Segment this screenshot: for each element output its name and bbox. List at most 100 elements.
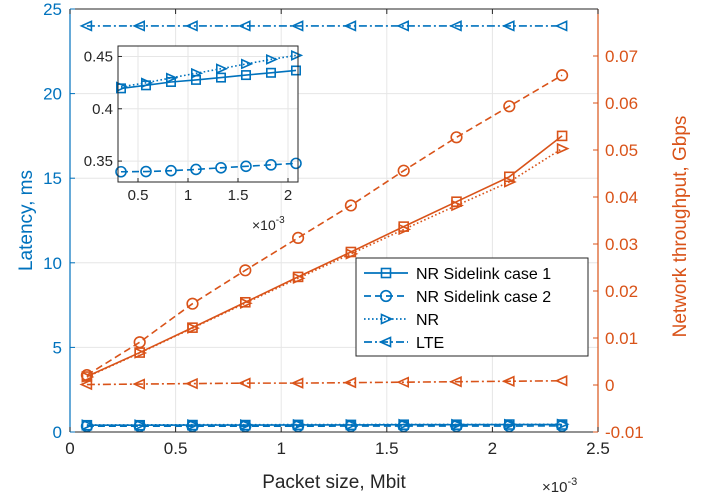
data-point: [81, 371, 95, 383]
legend-marker: [379, 289, 393, 303]
inset-data-point: [215, 161, 227, 174]
legend-entry: LTE: [364, 335, 444, 352]
main-plot-area: [79, 20, 570, 433]
y-left-tick-label: 5: [53, 338, 62, 357]
data-point: [556, 130, 568, 142]
data-point: [290, 377, 304, 389]
inset-x-tick-label: 1.5: [228, 187, 249, 204]
series-left-1: [80, 419, 569, 433]
data-point: [398, 418, 412, 431]
inset-series-1: [116, 65, 301, 94]
x-multiplier: ×10: [542, 479, 567, 496]
data-point: [186, 297, 199, 310]
legend-entry: NR Sidelink case 2: [364, 289, 551, 306]
data-point: [345, 418, 359, 431]
data-point: [292, 418, 306, 431]
inset-x-tick-label: 0.5: [128, 187, 149, 204]
series-line: [86, 379, 563, 386]
data-point: [132, 378, 145, 390]
x-tick-label: 2: [488, 439, 497, 458]
y-left-tick-label: 25: [43, 0, 62, 19]
y-left-tick-label: 15: [43, 169, 62, 188]
x-tick-label: 2.5: [586, 439, 610, 458]
data-point: [554, 20, 568, 32]
data-point: [134, 419, 148, 431]
y-right-tick-label: 0.02: [605, 282, 638, 301]
data-point: [398, 223, 412, 236]
y-left-tick-label: 10: [43, 254, 62, 273]
inset-data-point: [166, 76, 177, 87]
data-point: [132, 20, 145, 32]
y-left-tick-label: 20: [43, 85, 62, 104]
y-right-tick-label: 0.04: [605, 188, 638, 207]
inset-data-point: [265, 67, 276, 78]
data-point: [343, 376, 357, 389]
legend-marker: [380, 313, 394, 325]
inset-data-point: [265, 159, 277, 171]
data-point: [344, 199, 357, 212]
legend-entry: NR: [364, 312, 439, 329]
inset-data-point: [115, 165, 127, 178]
inset-data-point: [290, 65, 301, 76]
data-point: [396, 20, 409, 32]
data-point: [81, 419, 95, 431]
inset-data-point: [140, 165, 152, 178]
x-exponent: -3: [567, 476, 577, 488]
inset-data-point: [141, 80, 152, 91]
y-right-tick-label: 0: [605, 376, 614, 395]
inset-data-point: [290, 157, 302, 170]
inset-data-point: [116, 83, 127, 94]
data-point: [239, 418, 253, 431]
inset-x-exponent: -3: [276, 215, 285, 226]
inset-x-multiplier: ×10: [252, 217, 276, 233]
x-tick-label: 0: [65, 439, 74, 458]
x-tick-label: 1.5: [375, 439, 399, 458]
data-point: [450, 131, 463, 144]
data-point: [185, 377, 198, 390]
legend: NR Sidelink case 1 NR Sidelink case 2 NR LT…: [355, 257, 589, 357]
series-line: [86, 423, 563, 426]
series-right-5: [80, 69, 569, 382]
inset-y-tick-label: 0.4: [92, 101, 113, 118]
legend-entry: NR Sidelink case 1: [364, 266, 551, 283]
inset-data-point: [190, 163, 202, 176]
inset-data-point: [216, 63, 229, 75]
series-left-2: [81, 418, 570, 431]
series-line: [86, 423, 563, 427]
x-tick-label: 1: [276, 439, 285, 458]
data-point: [345, 248, 359, 260]
inset-data-point: [265, 53, 279, 65]
data-point: [79, 378, 93, 391]
data-point: [503, 100, 516, 113]
inset-data-point: [290, 49, 304, 61]
legend-label: NR Sidelink case 2: [416, 289, 551, 306]
series-right-7: [79, 375, 568, 391]
data-point: [239, 297, 253, 309]
y-right-tick-label: 0.01: [605, 329, 638, 348]
legend-label: NR Sidelink case 1: [416, 266, 551, 283]
legend-marker: [380, 267, 392, 279]
data-point: [291, 231, 305, 244]
legend-label: LTE: [416, 335, 444, 352]
y-right-tick-label: -0.01: [605, 423, 644, 442]
data-point: [343, 20, 357, 32]
data-point: [555, 69, 569, 82]
x-exponent-label: ×10-3: [542, 476, 577, 496]
data-point: [397, 164, 410, 177]
series-line: [86, 135, 563, 378]
data-point: [187, 322, 200, 334]
y-right-tick-label: 0.07: [605, 47, 638, 66]
inset-y-tick-label: 0.45: [84, 48, 113, 65]
y-right-axis-label: Network throughput, Gbps: [670, 116, 691, 338]
data-point: [187, 418, 200, 431]
inset-data-point: [191, 74, 202, 85]
data-point: [396, 376, 409, 388]
x-axis-label: Packet size, Mbit: [262, 472, 406, 493]
inset-series-line: [120, 162, 297, 173]
inset-x-exponent-label: ×10-3: [252, 215, 285, 233]
data-point: [501, 20, 515, 32]
inset-data-point: [216, 72, 227, 83]
y-left-tick-label: 0: [53, 423, 62, 442]
inset-x-tick-label: 1: [184, 187, 192, 204]
